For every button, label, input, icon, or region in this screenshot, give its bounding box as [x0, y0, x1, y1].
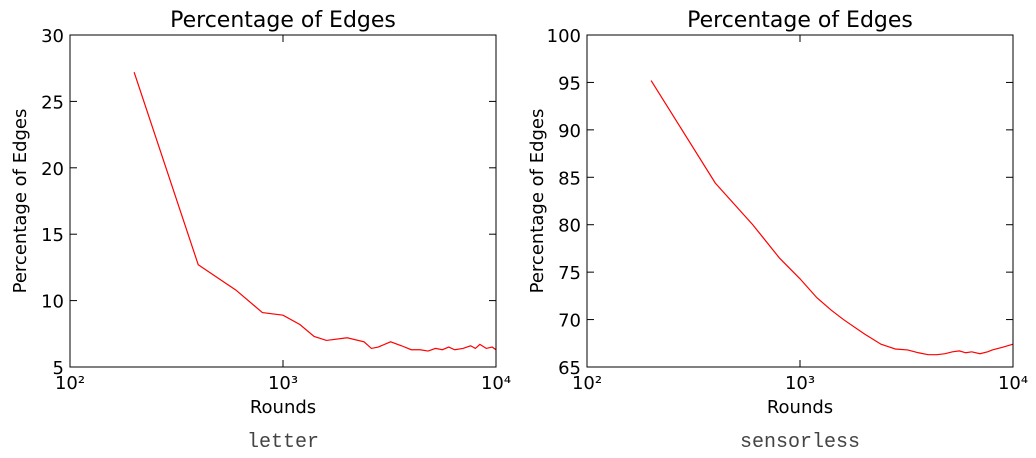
x-axis-label: Rounds — [250, 397, 316, 418]
y-tick-label: 70 — [558, 311, 581, 332]
x-tick-label: 10⁴ — [998, 373, 1028, 394]
y-axis-label: Percentage of Edges — [10, 109, 31, 294]
y-tick-label: 65 — [558, 358, 581, 379]
y-tick-label: 100 — [547, 26, 581, 47]
y-tick-label: 30 — [41, 26, 64, 47]
x-tick-label: 10⁴ — [481, 373, 511, 394]
y-tick-label: 95 — [558, 73, 581, 94]
y-tick-label: 90 — [558, 121, 581, 142]
y-tick-label: 75 — [558, 263, 581, 284]
y-tick-label: 20 — [41, 159, 64, 180]
x-tick-label: 10³ — [268, 373, 298, 394]
caption: letter — [247, 431, 319, 454]
y-tick-label: 15 — [41, 225, 64, 246]
y-tick-label: 85 — [558, 168, 581, 189]
y-tick-label: 80 — [558, 216, 581, 237]
data-line — [650, 80, 1014, 356]
x-tick-label: 10² — [55, 373, 85, 394]
x-tick-label: 10³ — [785, 373, 815, 394]
plot-frame — [69, 34, 497, 368]
chart-title: Percentage of Edges — [687, 8, 913, 33]
y-tick-label: 10 — [41, 292, 64, 313]
plot-frame — [586, 34, 1014, 368]
y-axis-label: Percentage of Edges — [527, 109, 548, 294]
x-tick-label: 10² — [572, 373, 602, 394]
x-axis-label: Rounds — [767, 397, 833, 418]
data-line — [133, 71, 497, 352]
y-tick-label: 25 — [41, 92, 64, 113]
caption: sensorless — [740, 431, 860, 454]
chart-title: Percentage of Edges — [170, 8, 396, 33]
y-tick-label: 5 — [53, 358, 64, 379]
